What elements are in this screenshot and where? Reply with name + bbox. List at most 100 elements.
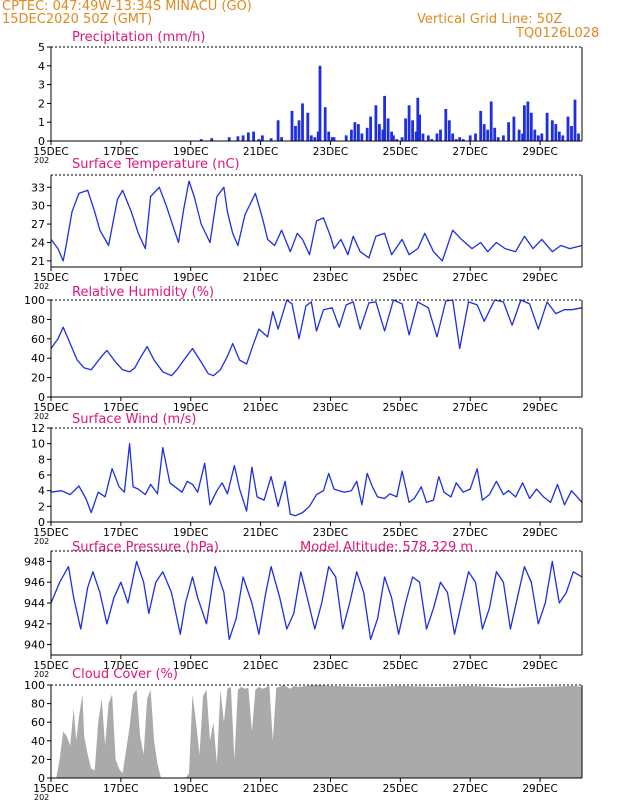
panel-1-bar [577, 133, 580, 141]
panel-1-bar [435, 133, 439, 141]
panel-1-bar [378, 124, 381, 141]
panel-6-x-tick-label: 23DEC [313, 783, 348, 795]
panel-1-bar [554, 124, 558, 141]
panel-1-bar [458, 137, 462, 141]
panel-1-bar [517, 129, 521, 141]
panel-6-x-tick-label: 21DEC [243, 783, 278, 795]
panel-1-bar [199, 139, 203, 141]
panel-2-y-tick-label: 24 [31, 236, 45, 249]
panel-1-bar [227, 137, 231, 141]
panel-1-year-stub: 202 [34, 156, 49, 165]
panel-1-bar [489, 101, 493, 141]
panel-6-x-tick-label: 15DEC [33, 783, 68, 795]
panel-1-bar [301, 103, 304, 141]
panel-5-year-stub: 202 [34, 670, 49, 679]
panel-3-y-tick-label: 0 [38, 391, 45, 404]
panel-1-x-tick-label: 15DEC [33, 146, 68, 158]
panel-1-bar [261, 135, 264, 141]
panel-1-title: Precipitation (mm/h) [72, 30, 205, 45]
panel-6-y-tick-label: 20 [31, 753, 45, 766]
panel-1-bar [444, 109, 448, 141]
panel-1-y-tick-label: 3 [38, 79, 45, 92]
panel-1-y-tick-label: 0 [38, 135, 45, 148]
panel-1-bar [404, 118, 407, 141]
panel-1-bar [381, 129, 385, 141]
panel-6-y-tick-label: 0 [38, 772, 45, 785]
panel-1-bar [327, 131, 331, 141]
panel-3-x-tick-label: 29DEC [522, 402, 557, 414]
panel-5-y-tick-label: 940 [24, 639, 45, 652]
panel-1-bar [496, 137, 500, 141]
panel-5-y-tick-label: 944 [24, 597, 45, 610]
panel-1-bar [252, 131, 255, 141]
panel-6-title: Cloud Cover (%) [72, 667, 178, 682]
panel-2-x-tick-label: 23DEC [313, 272, 348, 284]
panel-2-y-tick-label: 30 [31, 200, 45, 213]
panel-2-title: Surface Temperature (nC) [72, 157, 240, 172]
panel-1-bar [350, 129, 353, 141]
panel-1-bar [430, 139, 434, 141]
panel-4-year-stub: 202 [34, 537, 49, 546]
panel-1-bar [416, 97, 420, 141]
panel-1-bar [332, 137, 336, 141]
panel-1-bar [360, 133, 364, 141]
panel-3-x-tick-label: 27DEC [452, 402, 487, 414]
panel-5-title: Surface Pressure (hPa) [72, 540, 219, 555]
panel-4-title: Surface Wind (m/s) [72, 412, 196, 427]
panel-1-bar [369, 116, 372, 141]
panel-5-annotation: Model Altitude: 578.329 m [300, 540, 473, 555]
panel-3-x-tick-label: 17DEC [103, 402, 138, 414]
panel-4-series-line [50, 443, 583, 517]
panel-1-bar [482, 124, 486, 141]
panel-5-x-tick-label: 23DEC [313, 660, 348, 672]
panel-4-x-tick-label: 15DEC [33, 527, 68, 539]
panel-4-y-tick-label: 4 [38, 485, 45, 498]
panel-4-x-tick-label: 21DEC [243, 527, 278, 539]
panel-1-x-tick-label: 25DEC [383, 146, 418, 158]
panel-3-x-tick-label: 19DEC [173, 402, 208, 414]
panel-6-x-tick-label: 29DEC [522, 783, 557, 795]
panel-1-bar [318, 65, 322, 141]
panel-1-bar [486, 129, 490, 141]
header-run-time: 15DEC2020 50Z (GMT) [2, 12, 153, 27]
panel-1-bar [468, 135, 472, 141]
panel-1-x-tick-label: 19DEC [173, 146, 208, 158]
panel-4-x-tick-label: 29DEC [522, 527, 557, 539]
panel-2-y-tick-label: 21 [31, 255, 45, 268]
panel-2-series-line [50, 180, 583, 262]
panel-3-y-tick-label: 20 [31, 372, 45, 385]
panel-3-x-tick-label: 25DEC [383, 402, 418, 414]
panel-1-bar [512, 116, 516, 141]
panel-5-x-tick-label: 17DEC [103, 660, 138, 672]
panel-5-y-tick-label: 948 [24, 555, 45, 568]
panel-6-area [51, 685, 582, 778]
panel-1-bar [536, 135, 540, 141]
panel-2-x-tick-label: 27DEC [452, 272, 487, 284]
panel-1-bar [540, 133, 544, 141]
panel-1-x-tick-label: 27DEC [452, 146, 487, 158]
panel-3-y-tick-label: 100 [24, 294, 45, 307]
panel-2-y-tick-label: 27 [31, 218, 45, 231]
panel-1-bar [526, 101, 530, 141]
panel-6-x-tick-label: 27DEC [452, 783, 487, 795]
panel-1-bar [521, 133, 524, 141]
panel-1-bar [407, 105, 411, 141]
panel-4-y-tick-label: 0 [38, 516, 45, 529]
panel-6-y-tick-label: 80 [31, 698, 45, 711]
panel-1-bar [290, 110, 294, 141]
panel-1-x-tick-label: 29DEC [522, 146, 557, 158]
panel-4-x-tick-label: 19DEC [173, 527, 208, 539]
panel-6-x-tick-label: 17DEC [103, 783, 138, 795]
header-grid-line: Vertical Grid Line: 50Z [417, 12, 563, 27]
panel-2-x-tick-label: 15DEC [33, 272, 68, 284]
panel-2-x-tick-label: 29DEC [522, 272, 557, 284]
panel-1-bar [353, 122, 357, 141]
panel-1-bar [210, 138, 214, 141]
panel-1-bar [383, 95, 386, 141]
panel-4-y-tick-label: 12 [31, 422, 45, 435]
panel-6-x-tick-label: 19DEC [173, 783, 208, 795]
panel-1-bar [276, 120, 280, 141]
panel-1-bar [502, 135, 505, 141]
panel-3-x-tick-label: 21DEC [243, 402, 278, 414]
panel-3-y-tick-label: 80 [31, 313, 45, 326]
